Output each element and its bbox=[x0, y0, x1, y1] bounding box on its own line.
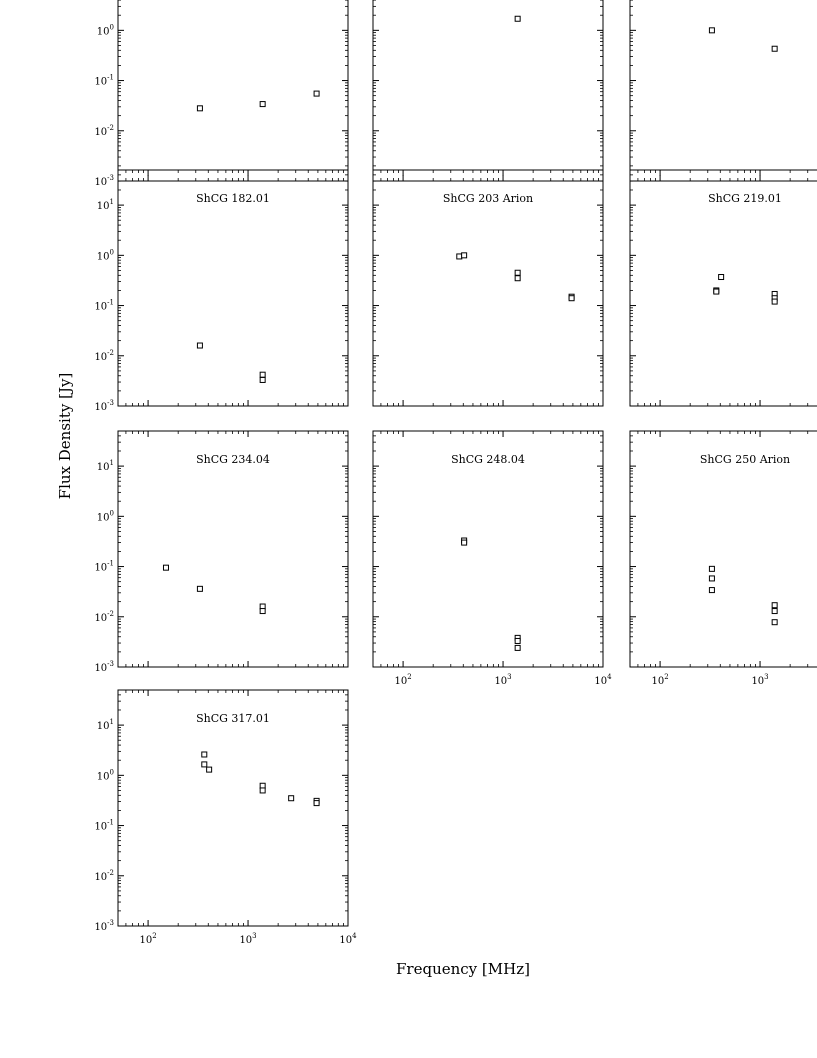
plot-frame bbox=[117, 689, 349, 927]
x-tick-label: 102 bbox=[651, 673, 668, 687]
y-tick-label: 10-3 bbox=[94, 919, 114, 933]
data-point bbox=[162, 564, 169, 571]
plot-frame bbox=[629, 430, 817, 668]
y-tick-label: 10-3 bbox=[94, 660, 114, 674]
y-tick-label: 101 bbox=[97, 459, 114, 473]
data-point bbox=[461, 539, 468, 546]
data-point bbox=[259, 608, 266, 615]
panel-10: 10-3 10-2 10-1 100 101 102 103 104 ShCG 317.01 bbox=[94, 689, 357, 946]
y-tick-label: 10-1 bbox=[94, 560, 114, 574]
y-tick-label: 101 bbox=[97, 718, 114, 732]
panel-title: ShCG 317.01 bbox=[196, 712, 270, 725]
y-tick-label: 10-3 bbox=[94, 399, 114, 413]
panel-6: ShCG 219.01 bbox=[629, 169, 817, 407]
y-tick-label: 100 bbox=[97, 768, 114, 782]
y-tick-label: 100 bbox=[97, 23, 114, 37]
x-tick-label: 103 bbox=[494, 673, 511, 687]
data-point bbox=[568, 295, 575, 302]
data-point bbox=[718, 274, 725, 281]
panel-4: 10-3 10-2 10-1 100 101 ShCG 182.01 bbox=[94, 169, 349, 413]
y-tick-label: 10-1 bbox=[94, 819, 114, 833]
panel-3 bbox=[629, 0, 817, 182]
y-tick-label: 10-2 bbox=[94, 869, 114, 883]
plot-frame bbox=[629, 0, 817, 182]
y-tick-label: 10-3 bbox=[94, 174, 114, 188]
data-point bbox=[196, 105, 203, 112]
data-point bbox=[771, 602, 778, 609]
data-point bbox=[514, 644, 521, 651]
panel-5: ShCG 203 Arion bbox=[372, 169, 604, 407]
y-tick-label: 10-1 bbox=[94, 299, 114, 313]
x-tick-label: 104 bbox=[594, 673, 612, 687]
data-point bbox=[259, 787, 266, 794]
data-point bbox=[514, 269, 521, 276]
plot-frame bbox=[117, 169, 349, 407]
data-point bbox=[456, 253, 463, 260]
data-point bbox=[771, 608, 778, 615]
data-point bbox=[288, 795, 295, 802]
data-point bbox=[196, 585, 203, 592]
data-point bbox=[514, 15, 521, 22]
data-point bbox=[514, 275, 521, 282]
x-tick-label: 102 bbox=[394, 673, 411, 687]
data-point bbox=[708, 27, 715, 34]
x-tick-label: 102 bbox=[139, 932, 156, 946]
panel-title: ShCG 203 Arion bbox=[443, 192, 533, 205]
data-point bbox=[771, 619, 778, 626]
plot-frame bbox=[629, 169, 817, 407]
plot-frame bbox=[372, 430, 604, 668]
y-tick-label: 10-2 bbox=[94, 349, 114, 363]
data-point bbox=[771, 45, 778, 52]
plot-frame bbox=[372, 169, 604, 407]
x-tick-label: 104 bbox=[339, 932, 357, 946]
y-tick-label: 10-1 bbox=[94, 74, 114, 88]
data-point bbox=[514, 637, 521, 644]
x-tick-label: 103 bbox=[751, 673, 768, 687]
x-tick-label: 103 bbox=[239, 932, 256, 946]
data-point bbox=[259, 101, 266, 108]
data-point bbox=[313, 90, 320, 97]
y-tick-label: 10-2 bbox=[94, 610, 114, 624]
panel-title: ShCG 248.04 bbox=[451, 453, 525, 466]
y-tick-label: 100 bbox=[97, 509, 114, 523]
panel-2 bbox=[372, 0, 604, 182]
plot-frame bbox=[117, 0, 349, 182]
data-point bbox=[259, 376, 266, 383]
data-point bbox=[461, 252, 468, 259]
data-point bbox=[206, 766, 213, 773]
y-tick-label: 100 bbox=[97, 248, 114, 262]
data-point bbox=[259, 371, 266, 378]
data-point bbox=[713, 288, 720, 295]
panel-title: ShCG 219.01 bbox=[708, 192, 782, 205]
data-point bbox=[201, 751, 208, 758]
y-axis-title: Flux Density [Jy] bbox=[56, 373, 74, 500]
panels-layer: 10-3 10-2 10-1 100 101 10-3 10-2 10-1 100 101 ShCG… bbox=[94, 0, 817, 946]
plot-frame bbox=[117, 430, 349, 668]
data-point bbox=[196, 342, 203, 349]
panel-title: ShCG 182.01 bbox=[196, 192, 270, 205]
panel-title: ShCG 250 Arion bbox=[700, 453, 790, 466]
x-axis-title: Frequency [MHz] bbox=[396, 960, 530, 978]
plot-frame bbox=[372, 0, 604, 182]
data-point bbox=[708, 587, 715, 594]
data-point bbox=[708, 575, 715, 582]
y-tick-label: 10-2 bbox=[94, 124, 114, 138]
panel-8: 102 103 104 ShCG 248.04 bbox=[372, 430, 612, 687]
panel-title: ShCG 234.04 bbox=[196, 453, 270, 466]
data-point bbox=[201, 761, 208, 768]
data-point bbox=[708, 565, 715, 572]
y-tick-label: 101 bbox=[97, 198, 114, 212]
data-point bbox=[313, 800, 320, 807]
data-point bbox=[771, 298, 778, 305]
panel-7: 10-3 10-2 10-1 100 101 ShCG 234.04 bbox=[94, 430, 349, 674]
